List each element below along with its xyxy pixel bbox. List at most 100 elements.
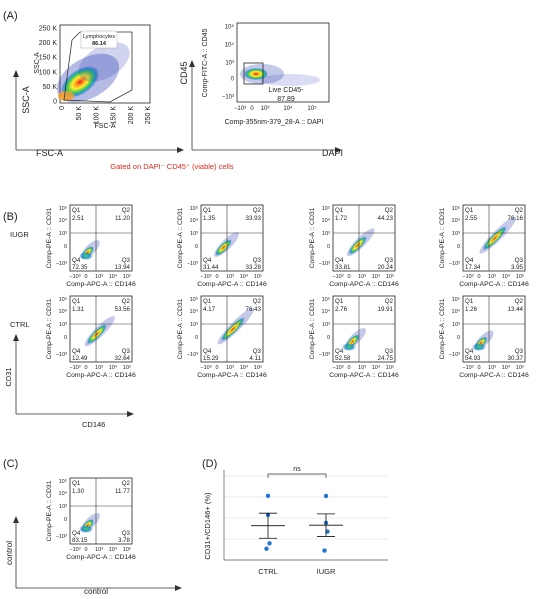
y-ticks-ssc: 250 K 200 K 150 K 100 K 50 K 0 [39,26,58,106]
quadrant-value-q4: 33.81 [335,264,351,271]
x-tick-label: 0 [347,365,350,371]
x-tick-label: 10⁵ [254,364,262,371]
gate-name-live-cd45: Live CD45- [268,87,304,94]
quadrant-value-q1: 1.26 [465,306,478,313]
y-tick-label: 150 K [39,55,58,62]
y-tick-label: 0 [231,77,235,83]
y-tick-label: −10³ [449,352,460,358]
quadrant-name-q4: Q4 [465,257,474,264]
axis-label-cd146: Comp-APC-A :: CD146 [66,372,136,379]
outer-y-label-control: control [5,541,14,565]
y-tick-label: 0 [195,335,198,341]
x-tick-label: 10⁴ [372,273,381,280]
x-tick-label: 100 K [93,106,100,125]
y-tick-label: −10³ [449,261,460,267]
panel-label-d: (D) [202,458,217,470]
y-tick-label: 0 [195,244,198,250]
quadrant-name-q1: Q1 [72,207,81,214]
quadrant-value-q3: 24.75 [378,355,394,362]
quadrant-name-q4: Q4 [203,257,212,264]
chart-marks: CTRL IUGR ns [251,466,343,576]
plot-frame [332,295,396,363]
y-tick-label: 10⁵ [322,205,330,212]
x-tick-label: 0 [477,274,480,280]
cell-population-core [86,324,107,345]
outer-x-label-cd146: CD146 [82,420,105,429]
x-tick-label: 10³ [261,106,270,112]
y-tick-label: 10⁴ [452,217,461,224]
x-tick-label: 10³ [358,365,366,371]
x-tick-label: 10³ [226,274,234,280]
y-tick-label: 10⁴ [59,217,68,224]
x-tick-label: 10⁴ [109,273,118,280]
axis-label-cd31: Comp-PE-A :: CD31 [439,207,446,268]
cell-population-low [79,525,93,533]
quadrant-name-q2: Q2 [515,207,524,214]
quadrant-name-q4: Q4 [72,530,81,537]
axis-label-cd146: Comp-APC-A :: CD146 [66,554,136,561]
quadrant-name-q1: Q1 [72,480,81,487]
gate-name-lymphocytes: Lymphocytes [83,34,115,40]
x-tick-label: −10³ [462,365,473,371]
chart-y-label: CD31+/CD146+ (%) [203,492,212,560]
x-tick-label: 10⁴ [502,364,511,371]
outer-x-label-fsc: FSC-A [36,148,63,158]
quadrant-value-q2: 13.44 [508,306,524,313]
x-tick-label: 0 [347,274,350,280]
quadrant-name-q3: Q3 [385,257,394,264]
y-tick-label: 50 K [43,84,58,91]
quadrant-value-q3: 3.95 [511,264,524,271]
quadrant-value-q3: 32.64 [115,355,131,362]
x-tick-label: 10³ [488,274,496,280]
y-tick-label: 10⁵ [225,24,235,31]
axis-label-cd146: Comp-APC-A :: CD146 [197,372,267,379]
cell-population-low [79,252,93,260]
quadrant-value-q2: 19.91 [378,306,394,313]
x-tick-label: −10³ [69,274,80,280]
data-point [265,493,271,499]
y-tick-label: 10⁵ [59,205,67,212]
y-tick-label: 10³ [322,231,330,237]
y-tick-label: 10⁵ [452,296,460,303]
quadrant-value-q4: 15.29 [203,355,219,362]
y-tick-label: 10⁴ [225,42,235,49]
quadrant-value-q1: 1.31 [72,306,85,313]
y-tick-label: −10³ [187,352,198,358]
quadrant-name-q1: Q1 [335,207,344,214]
plot-frame [69,477,133,545]
quadrant-name-q1: Q1 [335,298,344,305]
quadrant-name-q1: Q1 [465,298,474,305]
outer-y-label-cd45: CD45 [179,61,189,84]
quadrant-value-q4: 83.15 [72,537,88,544]
x-category-label: CTRL [258,567,278,576]
x-tick-label: 10⁴ [240,364,249,371]
x-tick-label: 250 K [145,106,152,125]
y-tick-label: 10⁵ [452,205,460,212]
x-tick-label: 0 [84,274,87,280]
y-tick-label: 0 [64,517,67,523]
panel-label-b: (B) [3,211,18,223]
x-tick-label: −10³ [69,547,80,553]
data-point [322,548,327,553]
axis-label-cd31: Comp-PE-A :: CD31 [439,298,446,359]
quadrant-value-q2: 33.93 [246,215,262,222]
axis-label-dapi: Comp-355nm-379_28-A :: DAPI [225,119,324,126]
quadrant-value-q3: 4.11 [249,355,261,362]
y-tick-label: 250 K [39,26,58,33]
y-tick-label: 10³ [452,231,460,237]
x-tick-label: 10⁵ [516,273,524,280]
quadrant-name-q2: Q2 [253,207,262,214]
x-tick-label: 0 [84,547,87,553]
plot-frame [200,204,264,272]
quadrant-name-q4: Q4 [335,348,344,355]
cell-population-core [348,236,367,255]
x-tick-label: −10³ [462,274,473,280]
